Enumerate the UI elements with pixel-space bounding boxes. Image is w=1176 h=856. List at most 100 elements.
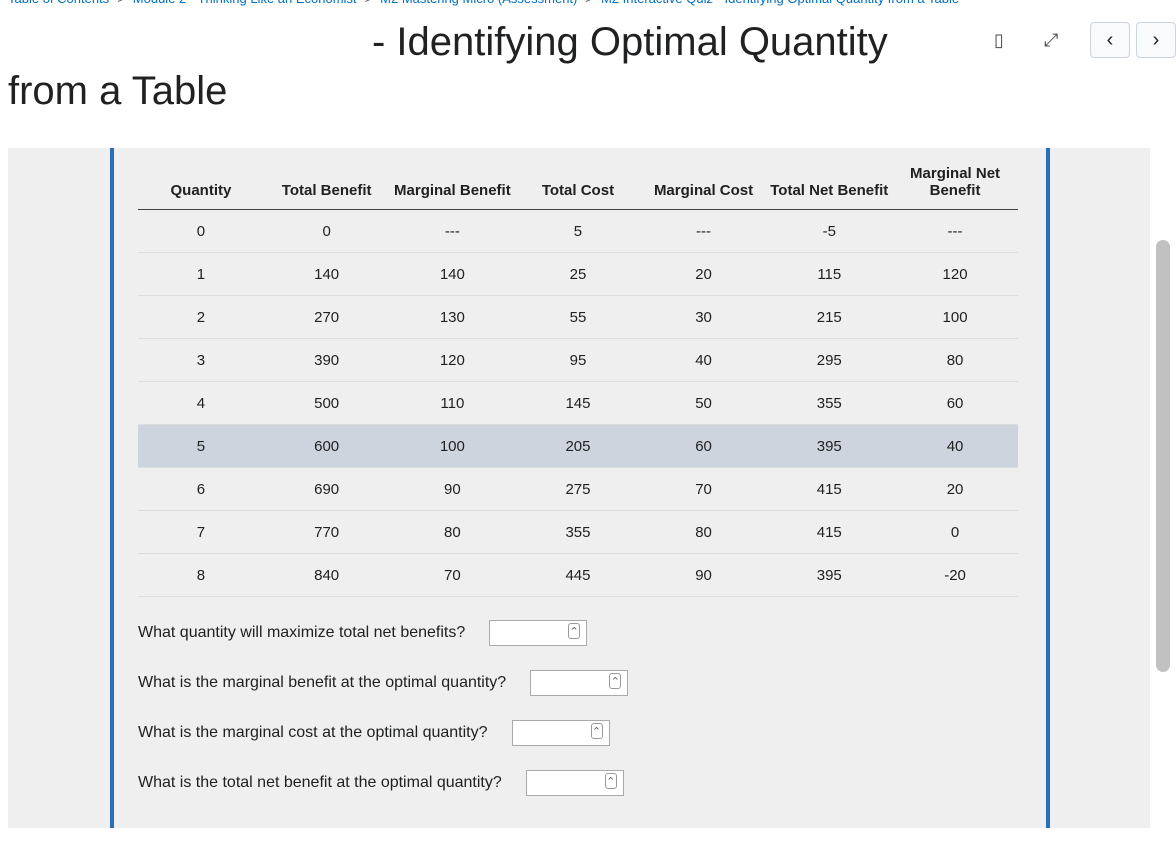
breadcrumb: Table of Contents > Module 2 - Thinking Li… — [8, 0, 959, 6]
page-title: - Identifying Optimal Quantity from a Ta… — [8, 20, 888, 113]
table-cell: 205 — [515, 424, 641, 468]
table-row: 4 500 110 145 50 355 60 — [138, 381, 1018, 425]
answer-select[interactable] — [489, 620, 588, 646]
table-cell: 5 — [515, 209, 641, 253]
next-button[interactable]: › — [1136, 22, 1176, 58]
table-cell: 355 — [515, 510, 641, 554]
question-text: What is the marginal benefit at the opti… — [138, 674, 507, 691]
table-row: 7 770 80 355 80 415 0 — [138, 510, 1018, 554]
table-cell: 4 — [138, 381, 264, 425]
data-table: Quantity Total Benefit Marginal Benefit Tot… — [138, 140, 1018, 597]
breadcrumb-link[interactable]: Table of Contents — [8, 0, 109, 6]
table-cell: 415 — [766, 510, 893, 554]
table-row: 1 140 140 25 20 115 120 — [138, 252, 1018, 296]
table-cell: 100 — [892, 295, 1018, 339]
separator: > — [117, 0, 125, 6]
table-cell: 295 — [766, 338, 893, 382]
fullscreen-icon[interactable]: ⤢ — [1044, 30, 1059, 50]
table-cell: 20 — [892, 467, 1018, 511]
table-cell: 1 — [138, 252, 264, 296]
breadcrumb-link[interactable]: Module 2 - Thinking Like an Economist — [133, 0, 357, 6]
answer-select[interactable] — [511, 720, 610, 746]
table-row: 3 390 120 95 40 295 80 — [138, 338, 1018, 382]
column-header: Marginal Benefit — [389, 140, 516, 210]
separator: > — [585, 0, 593, 6]
table-row: 2 270 130 55 30 215 100 — [138, 295, 1018, 339]
breadcrumb-link[interactable]: M2 Interactive Quiz - Identifying Optima… — [601, 0, 959, 6]
table-cell: 130 — [389, 295, 516, 339]
table-cell: 445 — [515, 553, 641, 597]
table-cell: 100 — [389, 424, 516, 468]
table-cell: 140 — [389, 252, 516, 296]
column-header: Marginal Net Benefit — [892, 140, 1018, 210]
table-cell: 120 — [892, 252, 1018, 296]
table-cell: 60 — [892, 381, 1018, 425]
table-cell: 6 — [138, 467, 264, 511]
table-cell: 55 — [515, 295, 641, 339]
table-cell: 5 — [138, 424, 264, 468]
table-cell: 70 — [640, 467, 767, 511]
question-text: What is the total net benefit at the opt… — [138, 774, 502, 791]
table-cell: 80 — [389, 510, 516, 554]
table-cell: 395 — [766, 424, 893, 468]
table-head: Quantity Total Benefit Marginal Benefit Tot… — [138, 140, 1018, 210]
table-cell: 30 — [640, 295, 767, 339]
table-cell: 115 — [766, 252, 893, 296]
table-body: 0 0 --- 5 --- -5 --- 1 140 140 25 20 115 120 2 270 130 55… — [138, 209, 1018, 597]
table-cell: 120 — [389, 338, 516, 382]
separator: > — [365, 0, 373, 6]
table-cell: -20 — [892, 553, 1018, 597]
table-cell: 90 — [389, 467, 516, 511]
header-row: Quantity Total Benefit Marginal Benefit Tot… — [138, 140, 1018, 210]
table-cell: 0 — [263, 209, 390, 253]
column-header: Total Benefit — [263, 140, 390, 210]
table-cell: 90 — [640, 553, 767, 597]
table-cell: 80 — [640, 510, 767, 554]
table-row: 5 600 100 205 60 395 40 — [138, 424, 1018, 468]
table-cell: 7 — [138, 510, 264, 554]
question: What is the total net benefit at the opt… — [138, 770, 624, 796]
table-cell: 80 — [892, 338, 1018, 382]
question-text: What quantity will maximize total net be… — [138, 624, 466, 641]
prev-button[interactable]: ‹ — [1090, 22, 1130, 58]
table-cell: 0 — [892, 510, 1018, 554]
table-cell: 270 — [263, 295, 390, 339]
table-cell: 690 — [263, 467, 390, 511]
scrollbar[interactable] — [1156, 240, 1170, 672]
table-cell: 840 — [263, 553, 390, 597]
table-cell: 8 — [138, 553, 264, 597]
table-cell: 40 — [640, 338, 767, 382]
table-row: 6 690 90 275 70 415 20 — [138, 467, 1018, 511]
question: What is the marginal cost at the optimal… — [138, 720, 610, 746]
table-cell: 70 — [389, 553, 516, 597]
table-cell: 2 — [138, 295, 264, 339]
column-header: Quantity — [138, 140, 264, 210]
table-cell: 390 — [263, 338, 390, 382]
table-cell: --- — [892, 209, 1018, 253]
answer-select[interactable] — [530, 670, 629, 696]
table-cell: 110 — [389, 381, 516, 425]
table-cell: --- — [640, 209, 767, 253]
answer-select[interactable] — [525, 770, 624, 796]
table-cell: 60 — [640, 424, 767, 468]
column-header: Total Cost — [515, 140, 641, 210]
table-cell: 415 — [766, 467, 893, 511]
table-row: 8 840 70 445 90 395 -20 — [138, 553, 1018, 597]
table-cell: 25 — [515, 252, 641, 296]
question-text: What is the marginal cost at the optimal… — [138, 724, 488, 741]
table-cell: 40 — [892, 424, 1018, 468]
table-cell: 215 — [766, 295, 893, 339]
question: What is the marginal benefit at the opti… — [138, 670, 629, 696]
bookmark-icon[interactable]: ▯ — [994, 30, 1004, 50]
table-cell: 355 — [766, 381, 893, 425]
table-cell: 50 — [640, 381, 767, 425]
question: What quantity will maximize total net be… — [138, 620, 588, 646]
table-row: 0 0 --- 5 --- -5 --- — [138, 209, 1018, 253]
table-cell: 395 — [766, 553, 893, 597]
table-cell: 95 — [515, 338, 641, 382]
breadcrumb-link[interactable]: M2 Mastering Micro (Assessment) — [380, 0, 577, 6]
table-cell: 20 — [640, 252, 767, 296]
table-cell: 0 — [138, 209, 264, 253]
table-cell: 3 — [138, 338, 264, 382]
